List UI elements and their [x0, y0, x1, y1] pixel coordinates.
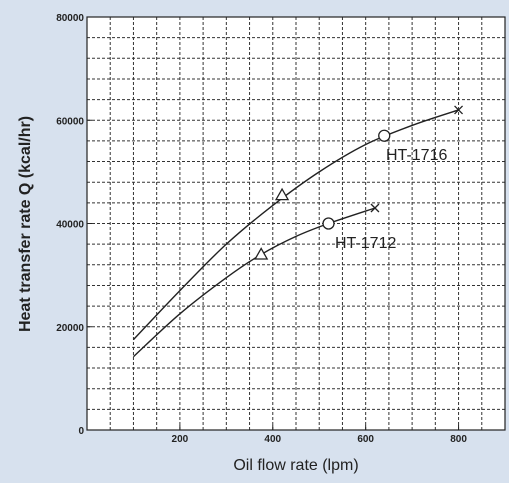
marker-cross	[370, 203, 380, 213]
y-tick-label: 0	[78, 426, 84, 437]
y-tick-label: 20000	[56, 323, 84, 334]
axis-ticks: 200 400 600 800 0 20000 40000 60000 80000	[56, 13, 467, 445]
grid	[87, 17, 505, 430]
x-tick-label: 200	[172, 434, 189, 445]
series-markers	[254, 105, 464, 260]
marker-cross	[454, 105, 464, 115]
series-label-ht-1716: HT-1716	[386, 147, 447, 164]
marker-triangle	[274, 187, 290, 201]
y-tick-label: 40000	[56, 220, 84, 231]
marker-triangle	[254, 247, 269, 260]
x-tick-label: 400	[264, 434, 281, 445]
y-axis-title: Heat transfer rate Q (kcal/hr)	[17, 116, 34, 332]
y-tick-label: 80000	[56, 13, 84, 24]
x-tick-label: 600	[357, 434, 374, 445]
x-tick-label: 800	[450, 434, 467, 445]
marker-circle	[322, 217, 335, 230]
series-line-ht-1716	[132, 109, 459, 341]
x-axis-title: Oil flow rate (lpm)	[233, 457, 358, 474]
y-tick-label: 60000	[56, 116, 84, 127]
marker-circle	[378, 129, 391, 142]
series-label-ht-1712: HT-1712	[335, 235, 396, 252]
